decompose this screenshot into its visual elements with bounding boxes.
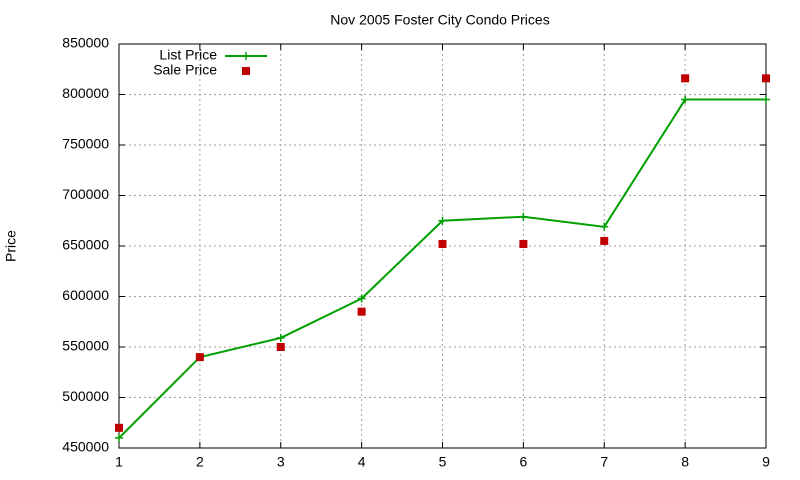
point: [519, 239, 528, 248]
plot-frame: [118, 43, 767, 449]
x-tick-label: 2: [196, 454, 204, 470]
y-tick-label: 600000: [62, 287, 109, 303]
point: [357, 307, 366, 316]
x-tick-label: 3: [277, 454, 285, 470]
legend-label: List Price: [159, 47, 217, 63]
x-tick-label: 1: [115, 454, 123, 470]
x-tick-label: 5: [439, 454, 447, 470]
point: [438, 239, 447, 248]
chart-title: Nov 2005 Foster City Condo Prices: [330, 12, 549, 28]
y-tick-label: 800000: [62, 85, 109, 101]
y-tick-label: 550000: [62, 338, 109, 354]
x-tick-label: 6: [519, 454, 527, 470]
y-tick-label: 500000: [62, 388, 109, 404]
point: [762, 95, 770, 104]
point: [276, 333, 285, 342]
point: [600, 222, 609, 231]
y-tick-label: 850000: [62, 35, 109, 51]
point: [195, 353, 204, 362]
point: [357, 294, 366, 303]
point: [681, 74, 690, 83]
point: [681, 95, 690, 104]
legend-swatch: [242, 67, 250, 75]
x-tick-label: 8: [681, 454, 689, 470]
x-tick-label: 9: [762, 454, 770, 470]
point: [276, 343, 285, 351]
point: [519, 212, 528, 221]
x-tick-label: 4: [358, 454, 366, 470]
y-axis-label: Price: [3, 230, 19, 262]
point: [115, 423, 123, 432]
y-tick-label: 450000: [62, 439, 109, 455]
point: [115, 433, 123, 442]
y-tick-label: 700000: [62, 186, 109, 202]
y-tick-label: 750000: [62, 136, 109, 152]
point: [438, 216, 447, 225]
y-tick-label: 650000: [62, 237, 109, 253]
x-tick-label: 7: [600, 454, 608, 470]
legend-label: Sale Price: [153, 62, 217, 78]
point: [762, 74, 770, 83]
legend-swatch: [242, 52, 250, 60]
point: [600, 236, 609, 245]
